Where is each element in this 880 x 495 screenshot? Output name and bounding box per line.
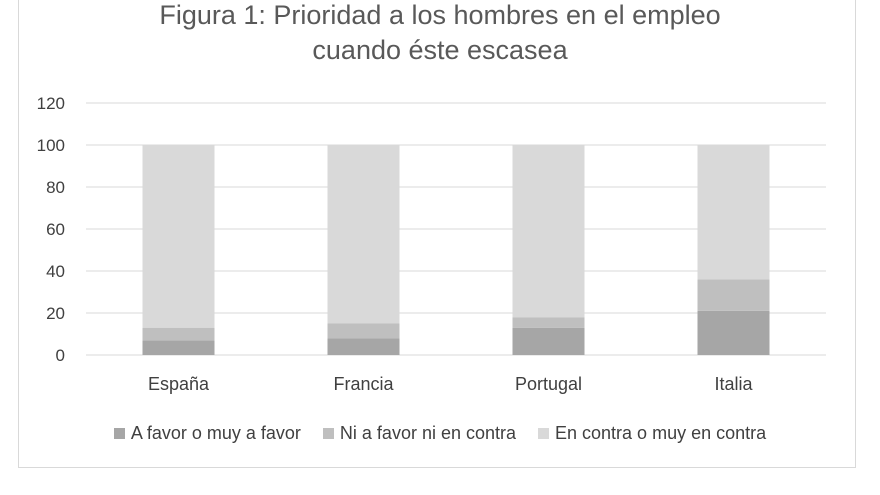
chart-legend: A favor o muy a favor Ni a favor ni en co… [0, 423, 880, 444]
legend-label: En contra o muy en contra [555, 423, 767, 443]
bar-segment-portugal-series-3 [512, 145, 585, 318]
bar-segment-francia-series-2 [327, 323, 400, 339]
bar-segment-portugal-series-2 [512, 317, 585, 328]
y-tick-label: 100 [37, 136, 65, 155]
legend-swatch [538, 428, 550, 439]
bar-segment-españa-series-3 [142, 145, 215, 328]
bar-segment-francia-series-3 [327, 145, 400, 324]
y-axis-tick-labels: 0 20 40 60 80 100 120 [37, 94, 65, 365]
y-tick-label: 60 [46, 220, 65, 239]
x-tick-label: Italia [714, 374, 753, 394]
legend-swatch [322, 428, 334, 439]
bar-segment-portugal-series-1 [512, 327, 585, 355]
y-tick-label: 20 [46, 304, 65, 323]
y-tick-label: 120 [37, 94, 65, 113]
legend-label: Ni a favor ni en contra [339, 423, 517, 443]
bar-stacks [142, 145, 770, 355]
legend-item: En contra o muy en contra [538, 423, 766, 444]
bar-segment-italia-series-1 [697, 310, 770, 355]
bar-segment-españa-series-1 [142, 340, 215, 355]
y-tick-label: 80 [46, 178, 65, 197]
bar-segment-italia-series-2 [697, 279, 770, 311]
bar-segment-francia-series-1 [327, 338, 400, 355]
x-tick-label: Francia [333, 374, 394, 394]
chart-title: Figura 1: Prioridad a los hombres en el … [0, 0, 880, 68]
bar-segment-españa-series-2 [142, 327, 215, 341]
chart-title-line-2: cuando éste escasea [312, 35, 568, 65]
bar-segment-italia-series-3 [697, 145, 770, 280]
y-tick-label: 40 [46, 262, 65, 281]
chart-title-line-1: Figura 1: Prioridad a los hombres en el … [159, 0, 721, 30]
x-tick-label: Portugal [515, 374, 582, 394]
legend-item: A favor o muy a favor [113, 423, 301, 444]
y-tick-label: 0 [56, 346, 65, 365]
x-axis-tick-labels: España Francia Portugal Italia [148, 374, 754, 394]
legend-item: Ni a favor ni en contra [322, 423, 517, 444]
x-tick-label: España [148, 374, 210, 394]
legend-label: A favor o muy a favor [130, 423, 301, 443]
legend-swatch [113, 428, 125, 439]
